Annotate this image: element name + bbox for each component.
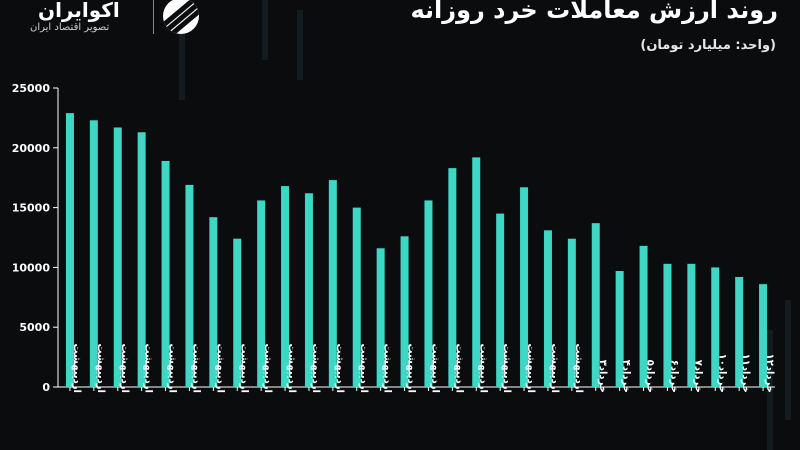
x-tick-label: اردیبهشت xyxy=(429,343,440,393)
bar-25 xyxy=(639,245,648,387)
x-tick-label: خرداد۴ xyxy=(621,360,632,393)
bar-18 xyxy=(472,157,481,387)
x-tick-label: اردیبهشت xyxy=(549,343,560,393)
bar-14 xyxy=(376,248,385,387)
chart-title: روند ارزش معاملات خرد روزانه xyxy=(410,0,778,24)
ecoiran-logo-icon xyxy=(163,0,199,34)
bar-29 xyxy=(735,276,744,387)
bar-2 xyxy=(89,120,98,388)
brand-tagline: تصویر اقتصاد ایران xyxy=(30,22,110,33)
y-tick-label: 15000 xyxy=(12,202,51,215)
bar-5 xyxy=(161,160,170,387)
x-tick-label: اردیبهشت xyxy=(573,343,584,393)
bar-13 xyxy=(352,207,361,387)
x-tick-label: خرداد۱۰ xyxy=(716,354,727,393)
x-tick-label: خرداد۶ xyxy=(668,360,679,393)
x-tick-label: اردیبهشت xyxy=(71,343,82,393)
x-tick-label: خرداد۱۲ xyxy=(764,354,775,393)
bar-21 xyxy=(543,230,552,387)
x-tick-label: اردیبهشت xyxy=(310,343,321,393)
x-tick-label: خرداد۵ xyxy=(645,360,656,393)
bar-22 xyxy=(567,238,576,387)
bar-19 xyxy=(496,213,505,387)
bar-15 xyxy=(400,236,409,387)
bar-26 xyxy=(663,263,672,387)
y-tick-label: 25000 xyxy=(12,82,51,95)
y-tick-label: 20000 xyxy=(12,142,51,155)
x-tick-label: اردیبهشت xyxy=(190,343,201,393)
x-tick-label: اردیبهشت xyxy=(501,343,512,393)
x-tick-label: اردیبهشت xyxy=(477,343,488,393)
bar-28 xyxy=(711,267,720,387)
bar-16 xyxy=(424,200,433,387)
bar-4 xyxy=(137,132,146,387)
bar-20 xyxy=(520,187,529,387)
y-tick-label: 5000 xyxy=(19,321,50,334)
x-tick-label: اردیبهشت xyxy=(262,343,273,393)
x-tick-label: اردیبهشت xyxy=(406,343,417,393)
bar-11 xyxy=(304,193,313,387)
x-tick-label: اردیبهشت xyxy=(334,343,345,393)
x-tick-label: اردیبهشت xyxy=(214,343,225,393)
x-tick-label: اردیبهشت xyxy=(95,343,106,393)
x-tick-label: خرداد۱۱ xyxy=(740,354,751,393)
brand-logo: اکوایران تصویر اقتصاد ایران xyxy=(20,0,200,42)
x-tick-label: اردیبهشت xyxy=(119,343,130,393)
bar-24 xyxy=(615,270,624,387)
bar-23 xyxy=(591,223,600,387)
bar-6 xyxy=(185,184,194,387)
x-tick-label: خرداد۷ xyxy=(692,360,703,393)
bar-3 xyxy=(113,127,122,387)
x-tick-label: اردیبهشت xyxy=(525,343,536,393)
x-tick-label: اردیبهشت xyxy=(143,343,154,393)
x-tick-label: اردیبهشت xyxy=(382,343,393,393)
bar-1 xyxy=(65,113,74,387)
bar-8 xyxy=(233,238,242,387)
x-tick-label: اردیبهشت xyxy=(167,343,178,393)
bar-7 xyxy=(209,217,218,387)
x-tick-label: اردیبهشت xyxy=(238,343,249,393)
bar-10 xyxy=(281,186,290,387)
logo-divider xyxy=(153,0,154,34)
x-tick-label: اردیبهشت xyxy=(358,343,369,393)
bar-17 xyxy=(448,168,457,387)
bar-30 xyxy=(759,284,768,387)
chart-subtitle: (واحد: میلیارد تومان) xyxy=(640,38,776,53)
x-tick-label: اردیبهشت xyxy=(286,343,297,393)
bar-27 xyxy=(687,263,696,387)
bar-12 xyxy=(328,180,337,387)
y-tick-label: 10000 xyxy=(12,261,51,274)
brand-name: اکوایران xyxy=(38,0,120,22)
x-tick-label: خرداد۳ xyxy=(597,360,608,393)
y-tick-label: 0 xyxy=(42,381,50,394)
bar-9 xyxy=(257,200,266,387)
x-tick-label: اردیبهشت xyxy=(453,343,464,393)
